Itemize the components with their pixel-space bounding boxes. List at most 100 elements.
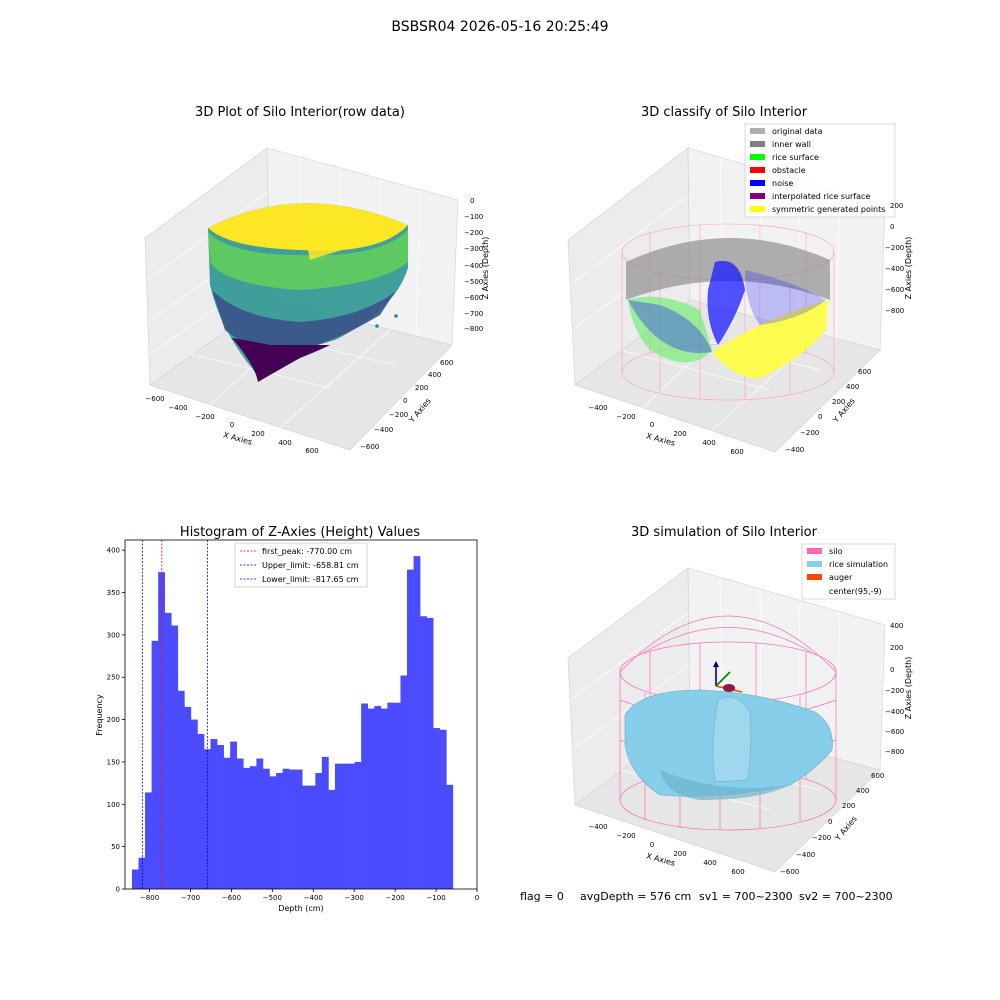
- y-tick-label: −400: [785, 446, 804, 454]
- y-tick-label: 0: [818, 413, 822, 421]
- legend-swatch: [750, 128, 765, 134]
- panel-raw-data: 3D Plot of Silo Interior(row data): [144, 105, 490, 455]
- rice-peak: [712, 696, 751, 783]
- x-tick-label: 0: [650, 841, 654, 849]
- x-tick-label: 400: [702, 439, 715, 447]
- legend-entry: Upper_limit: -658.81 cm: [262, 561, 359, 570]
- legend-swatch: [807, 587, 822, 593]
- z-tick-label: 400: [890, 622, 903, 630]
- auger-axes-marker: [713, 661, 743, 693]
- x-tick-label: −400: [168, 404, 187, 412]
- histogram-bar: [433, 728, 441, 889]
- histogram-bar: [328, 789, 336, 889]
- figure-title: BSBSR04 2026-05-16 20:25:49: [391, 19, 608, 35]
- histogram-bar: [354, 761, 362, 889]
- legend-swatch: [750, 193, 765, 199]
- point-classes: [626, 237, 830, 379]
- stray-point: [375, 324, 379, 328]
- legend-swatch: [750, 180, 765, 186]
- y-tick-label: −600: [360, 443, 379, 451]
- y-axis-label: Frequency: [95, 694, 104, 736]
- y-tick-label: 200: [842, 802, 855, 810]
- histogram-bar: [269, 776, 277, 889]
- x-axis-ticks: −800 −700 −600 −500 −400 −300 −200 −100 0: [140, 889, 479, 902]
- histogram-bar: [426, 617, 434, 889]
- x-tick-label: −500: [263, 894, 282, 902]
- histogram-bar: [367, 708, 375, 889]
- legend-swatch: [750, 141, 765, 147]
- histogram-bar: [374, 706, 382, 889]
- sv1-text: sv1 = 700~2300: [699, 890, 793, 903]
- histogram-bar: [217, 744, 224, 889]
- z-tick-label: 0: [890, 666, 894, 674]
- symmetric-generated-points: [712, 300, 828, 379]
- histogram-bar: [138, 857, 146, 889]
- x-tick-label: −600: [222, 894, 241, 902]
- z-tick-label: −500: [464, 278, 483, 286]
- histogram-bar: [249, 766, 257, 889]
- legend-entry: rice simulation: [829, 560, 888, 569]
- z-tick-label: −400: [464, 262, 483, 270]
- histogram-bar: [302, 785, 310, 889]
- histogram-bar: [308, 785, 316, 889]
- legend-entry: first_peak: -770.00 cm: [262, 547, 352, 556]
- noise-points-ring: [628, 300, 712, 353]
- histogram-bar: [190, 719, 198, 889]
- y-tick-label: 0: [116, 886, 120, 894]
- cloud-lower-band: [212, 290, 395, 352]
- histogram-bar: [276, 772, 283, 889]
- z-axis-ticks: 400 200 0 −200 −400 −600 −800: [885, 622, 904, 756]
- z-tick-label: −800: [885, 307, 904, 315]
- histogram-bar: [348, 763, 355, 889]
- histogram-bar: [361, 703, 369, 889]
- rice-surface-shade: [660, 770, 790, 800]
- legend-box: [744, 123, 896, 218]
- y-tick-label: −200: [800, 429, 819, 437]
- plot-frame: [124, 539, 478, 890]
- legend-entry: auger: [829, 573, 853, 582]
- noise-points-scatter: [745, 270, 826, 325]
- x-tick-label: 200: [251, 430, 264, 438]
- z-axis-label: Z Axies (Depth): [904, 657, 913, 720]
- x-tick-label: 400: [278, 439, 291, 447]
- legend: silo rice simulation auger center(95,-9): [801, 543, 896, 600]
- histogram-bar: [151, 640, 159, 889]
- legend-entry: inner wall: [772, 140, 811, 149]
- histogram-bars: [131, 556, 454, 889]
- x-axis-ticks: −600 −400 −200 0 200 400 600: [145, 395, 318, 455]
- y-tick-label: −200: [389, 411, 408, 419]
- panel-simulation: 3D simulation of Silo Interior: [567, 525, 913, 876]
- flag-text: flag = 0: [520, 890, 564, 903]
- y-tick-label: −400: [796, 851, 815, 859]
- x-axis-label: Depth (cm): [278, 904, 323, 913]
- y-tick-label: 0: [403, 397, 407, 405]
- x-tick-label: −700: [181, 894, 200, 902]
- histogram-bar: [203, 749, 211, 889]
- histogram-bar: [413, 556, 421, 889]
- x-tick-label: 200: [673, 850, 686, 858]
- y-tick-label: 600: [440, 359, 453, 367]
- x-tick-label: 200: [673, 430, 686, 438]
- x-tick-label: −200: [386, 894, 405, 902]
- histogram-bar: [387, 702, 395, 889]
- cloud-upper-band: [208, 230, 408, 290]
- legend: first_peak: -770.00 cm Upper_limit: -658…: [234, 542, 368, 588]
- histogram-bar: [315, 772, 323, 889]
- legend-entry: Lower_limit: -817.65 cm: [262, 575, 359, 584]
- x-tick-label: 0: [230, 421, 234, 429]
- z-tick-label: −300: [464, 245, 483, 253]
- histogram-bar: [282, 768, 290, 889]
- histogram-bar: [407, 569, 414, 889]
- y-tick-label: 400: [856, 787, 869, 795]
- histogram-bar: [420, 616, 427, 889]
- z-tick-label: −400: [885, 265, 904, 273]
- status-footer: flag = 0 avgDepth = 576 cm sv1 = 700~230…: [520, 890, 893, 903]
- rice-simulation-surface: [624, 689, 833, 800]
- histogram-bar: [223, 757, 231, 889]
- x-tick-label: −800: [140, 894, 159, 902]
- legend-entry: original data: [772, 127, 823, 136]
- legend-entry: silo: [829, 547, 843, 556]
- histogram-bar: [321, 756, 329, 889]
- z-tick-label: −800: [464, 325, 483, 333]
- z-tick-label: −200: [464, 229, 483, 237]
